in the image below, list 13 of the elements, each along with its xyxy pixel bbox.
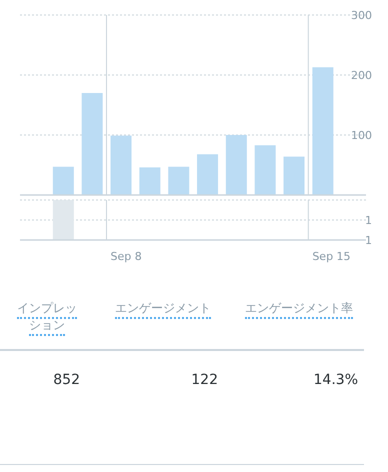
data-label: 122 [191, 372, 218, 388]
y-tick-label: 200 [351, 69, 372, 82]
category-label: インプレッション [17, 301, 77, 336]
y-tick-label: 1 [365, 234, 372, 247]
y-tick-label: 1 [365, 214, 372, 227]
y-tick-label: 300 [351, 9, 372, 22]
x-tick-label: Sep 8 [110, 250, 142, 263]
y-tick-label: 100 [351, 129, 372, 142]
data-label: 852 [53, 372, 80, 388]
category-label: エンゲージメント [115, 301, 211, 319]
x-tick-label: Sep 15 [312, 250, 351, 263]
category-label: エンゲージメント率 [245, 301, 353, 319]
data-label: 14.3% [314, 372, 358, 388]
